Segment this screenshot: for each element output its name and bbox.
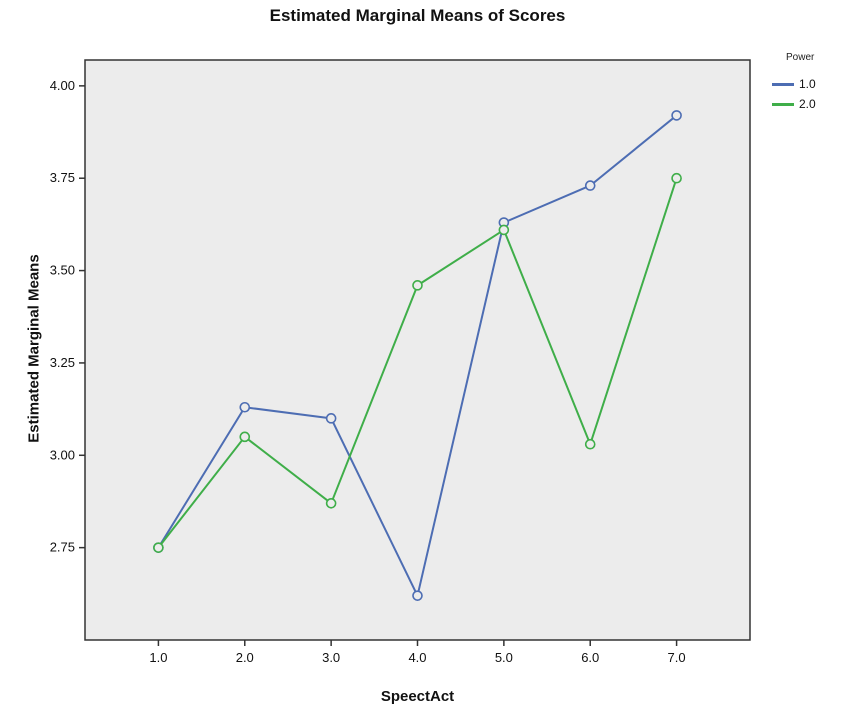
data-point-marker xyxy=(584,180,596,191)
data-point-marker xyxy=(671,172,682,184)
data-point-marker xyxy=(671,110,682,121)
data-point-marker xyxy=(325,413,337,424)
data-point-marker xyxy=(412,280,423,291)
legend-swatch xyxy=(772,82,794,86)
legend-title: Power xyxy=(786,52,815,63)
legend: Power 1.0 2.0 xyxy=(772,52,847,117)
x-tick-label: 2.0 xyxy=(236,650,254,665)
legend-label: 1.0 xyxy=(799,77,816,91)
x-tick-label: 1.0 xyxy=(149,650,167,665)
y-tick-label: 3.50 xyxy=(50,263,75,278)
legend-entry: 1.0 xyxy=(772,77,847,91)
y-tick-label: 3.75 xyxy=(50,170,75,185)
data-point-marker xyxy=(153,542,164,553)
x-tick-label: 7.0 xyxy=(668,650,686,665)
chart-title: Estimated Marginal Means of Scores xyxy=(269,6,566,25)
y-tick-label: 4.00 xyxy=(50,78,75,93)
y-tick-label: 3.00 xyxy=(50,447,75,462)
data-point-marker xyxy=(498,224,510,236)
x-tick-label: 4.0 xyxy=(408,650,426,665)
data-point-marker xyxy=(412,590,423,601)
legend-label: 2.0 xyxy=(799,97,816,111)
x-tick-label: 6.0 xyxy=(581,650,599,665)
data-point-marker xyxy=(239,431,251,443)
x-tick-label: 5.0 xyxy=(495,650,513,665)
legend-entry: 2.0 xyxy=(772,97,847,111)
y-tick-label: 3.25 xyxy=(50,355,75,370)
x-axis-label: SpeectAct xyxy=(380,688,455,705)
legend-entries: 1.0 2.0 xyxy=(772,77,847,111)
data-point-marker xyxy=(239,401,251,413)
legend-swatch xyxy=(772,102,794,106)
y-tick-label: 2.75 xyxy=(50,540,75,555)
data-point-marker xyxy=(325,498,337,509)
plot-background xyxy=(84,59,751,641)
y-axis-label: Estimated Marginal Means xyxy=(25,254,43,443)
data-point-marker xyxy=(584,438,596,450)
x-tick-label: 3.0 xyxy=(322,650,340,665)
